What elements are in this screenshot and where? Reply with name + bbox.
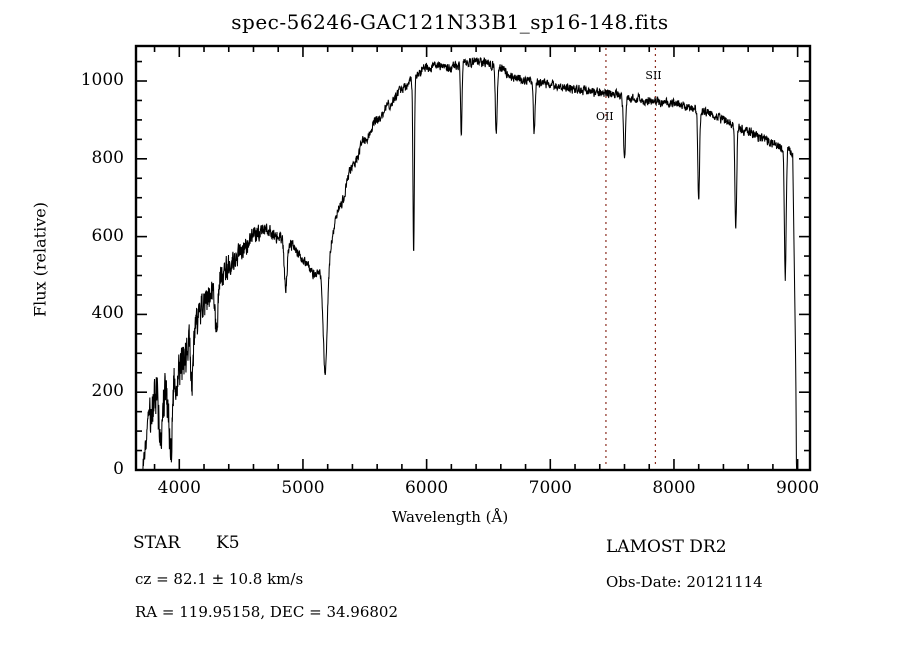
y-tick-label: 1000 [80,70,124,90]
x-tick-label: 8000 [652,478,696,498]
spectral-line-label-sii: SII [645,69,662,83]
footer-coords: RA = 119.95158, DEC = 34.96802 [135,603,399,621]
page-title: spec-56246-GAC121N33B1_sp16-148.fits [231,10,669,34]
x-tick-label: 7000 [528,478,572,498]
x-tick-label: 6000 [404,478,449,498]
y-axis-label: Flux (relative) [30,202,50,317]
y-tick-label: 400 [91,303,124,324]
footer-obs-date: Obs-Date: 20121114 [606,573,763,591]
y-tick-label: 0 [113,459,124,479]
footer-cz: cz = 82.1 ± 10.8 km/s [135,570,304,588]
footer-spectral-class: K5 [216,533,240,553]
footer-object-type: STAR [133,533,181,553]
y-tick-label: 600 [91,225,124,246]
x-tick-label: 5000 [281,478,325,498]
y-tick-label: 800 [91,147,124,168]
spectral-line-label-oii: OII [595,109,614,123]
x-tick-label: 4000 [157,478,201,498]
y-tick-label: 200 [91,381,124,402]
x-axis-label: Wavelength (Å) [391,508,509,526]
footer-survey: LAMOST DR2 [606,537,727,557]
x-tick-label: 9000 [775,478,820,498]
